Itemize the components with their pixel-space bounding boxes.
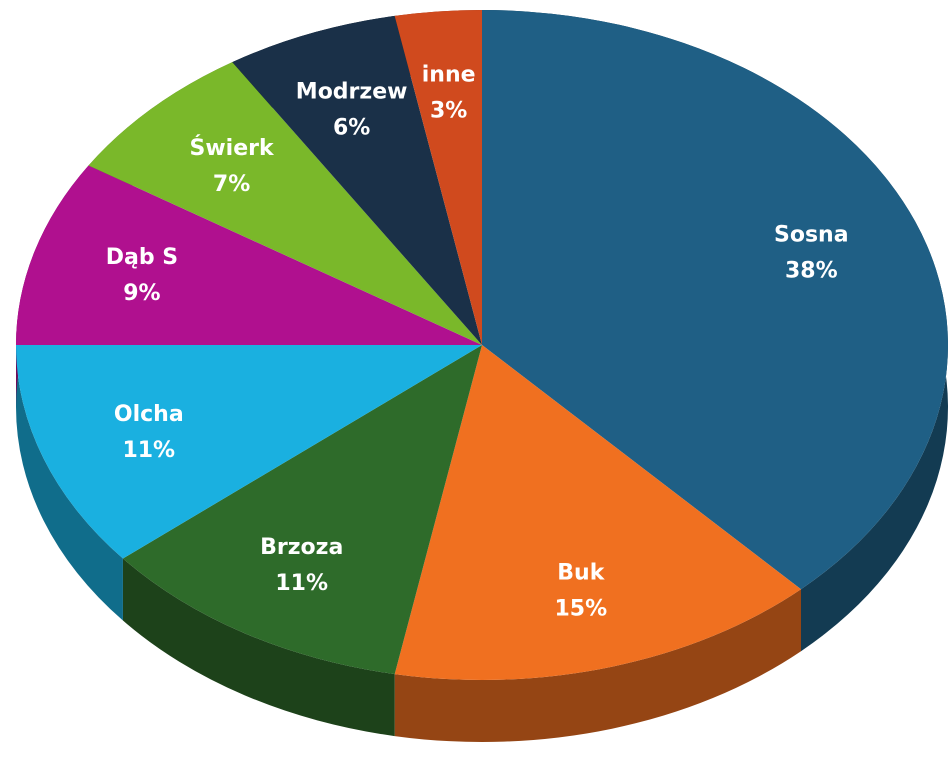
slice [88, 62, 483, 345]
slice [394, 10, 482, 345]
slice-value-label: 11% [122, 438, 175, 463]
slice-label: inne [422, 63, 476, 88]
slice [482, 10, 948, 590]
slice [16, 165, 482, 345]
slice [16, 345, 482, 559]
slice-label: Brzoza [260, 535, 343, 560]
slice-value-label: 7% [213, 172, 250, 197]
slice [122, 345, 482, 675]
slice-label: Buk [557, 560, 605, 585]
slice-label: Sosna [774, 222, 849, 247]
slice-label: Olcha [114, 402, 184, 427]
slice-label: Modrzew [296, 79, 408, 104]
slice-label: Dąb S [106, 245, 178, 270]
slice-side [122, 558, 395, 737]
slice [394, 345, 801, 680]
slice-value-label: 15% [554, 596, 607, 621]
slice-value-label: 6% [333, 115, 370, 140]
slice-side [394, 589, 801, 742]
slice-value-label: 9% [123, 281, 160, 306]
slice-value-label: 3% [430, 99, 467, 124]
slice-label: Świerk [190, 135, 275, 161]
slice-side [16, 345, 123, 621]
slice-value-label: 11% [275, 571, 328, 596]
slice-value-label: 38% [785, 258, 838, 283]
slice [232, 15, 482, 345]
